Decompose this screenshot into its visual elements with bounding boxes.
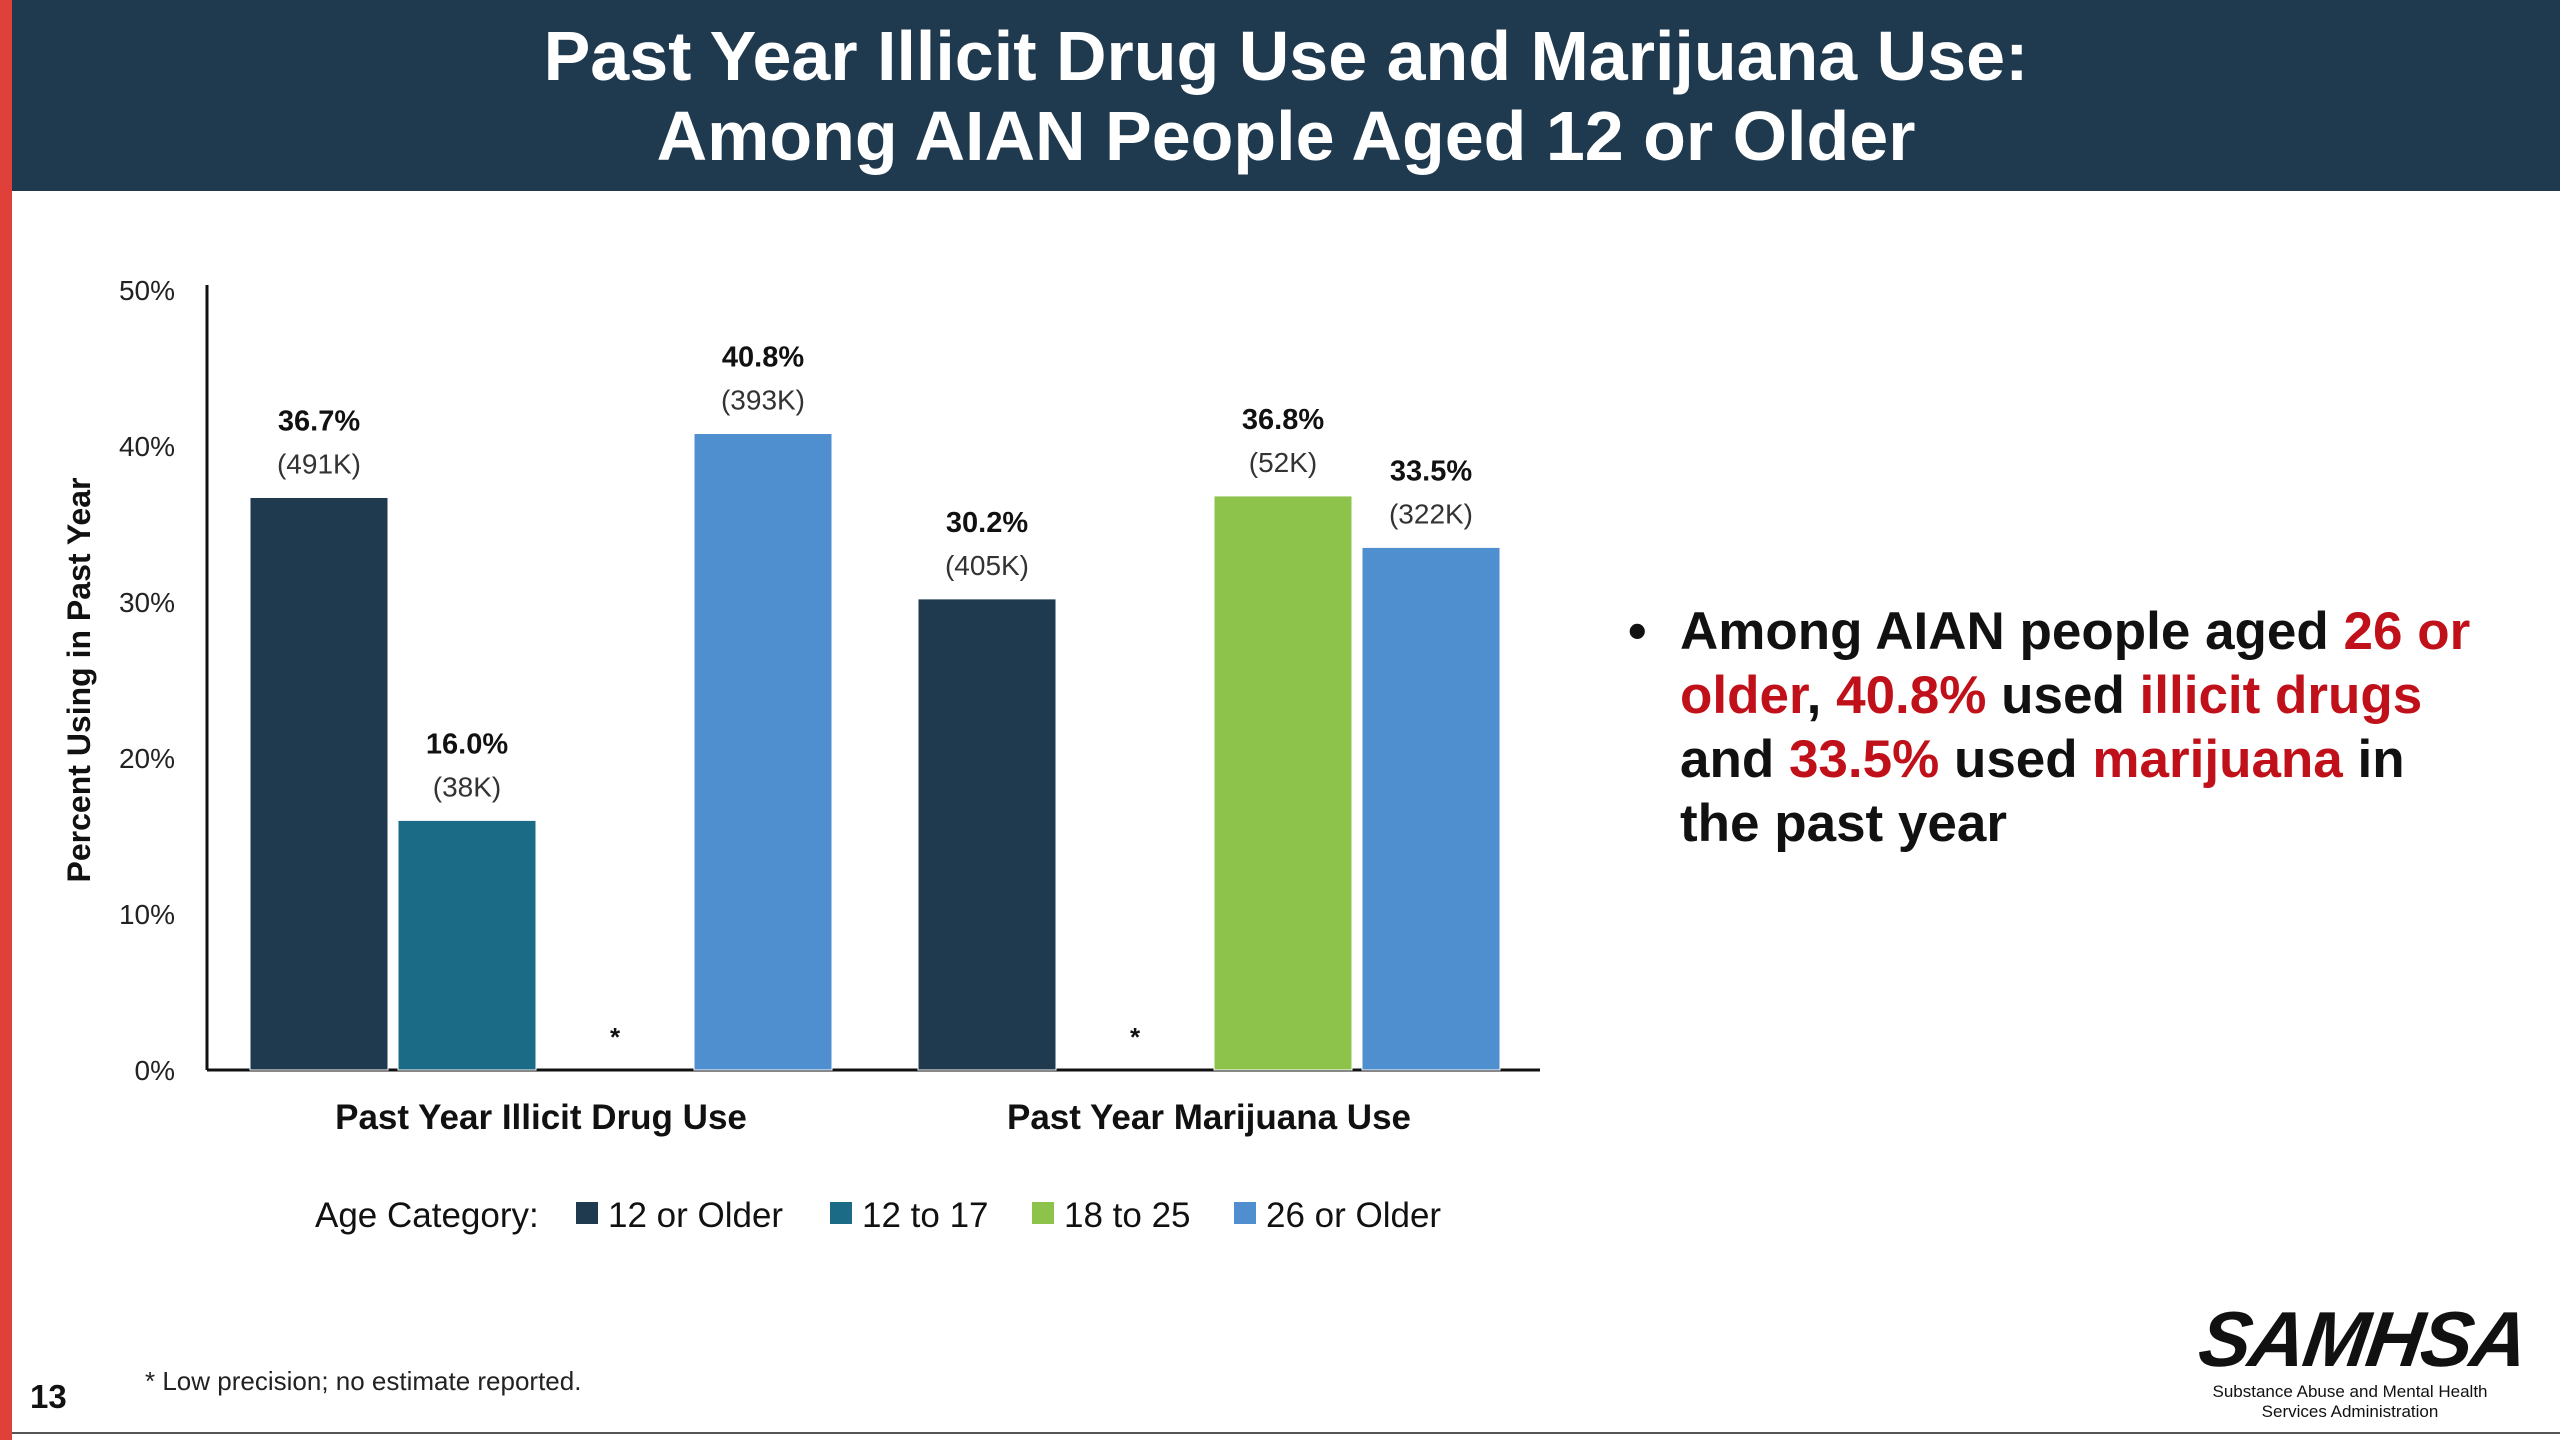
bullet-highlight: marijuana: [2092, 730, 2343, 789]
bar-count-label: (322K): [1389, 498, 1473, 529]
legend-swatch: [830, 1202, 852, 1224]
bullet-highlight: illicit drugs: [2139, 666, 2423, 725]
footnote: * Low precision; no estimate reported.: [145, 1366, 582, 1396]
y-tick-label: 50%: [119, 275, 175, 306]
y-axis-label: Percent Using in Past Year: [61, 478, 97, 883]
bar: [397, 819, 537, 1071]
logo-wordmark: SAMHSA: [2193, 1295, 2533, 1383]
accent-stripe: [0, 0, 12, 1440]
y-tick-label: 10%: [119, 899, 175, 930]
bullet-segment: and: [1680, 730, 1789, 789]
y-tick-label: 40%: [119, 431, 175, 462]
bar-count-label: (393K): [721, 385, 805, 416]
title-bar: Past Year Illicit Drug Use and Marijuana…: [12, 0, 2560, 191]
bullet-segment: used: [1939, 730, 2093, 789]
page-title-line-1: Past Year Illicit Drug Use and Marijuana…: [543, 16, 2029, 95]
y-tick-label: 0%: [135, 1055, 175, 1086]
y-tick-label: 30%: [119, 587, 175, 618]
samhsa-logo: SAMHSA Substance Abuse and Mental Health…: [2194, 1295, 2532, 1422]
bullet-segment: ,: [1806, 666, 1837, 725]
legend-swatch: [1032, 1202, 1054, 1224]
bullet-segment: used: [1986, 666, 2140, 725]
bar-count-label: (52K): [1249, 447, 1317, 478]
bar-value-label: 36.8%: [1242, 404, 1324, 436]
legend-item-label: 12 or Older: [608, 1196, 783, 1235]
bottom-divider: [12, 1432, 2560, 1434]
bar-value-label: 33.5%: [1390, 455, 1472, 487]
slide-number: 13: [30, 1378, 67, 1415]
logo-subtitle-line-2: Services Administration: [2261, 1402, 2439, 1421]
legend-title: Age Category:: [315, 1196, 539, 1235]
x-category-label: Past Year Marijuana Use: [1007, 1098, 1411, 1137]
legend-item-label: 12 to 17: [862, 1196, 989, 1235]
bullet-highlight: 40.8%: [1836, 666, 1987, 725]
legend-swatch: [1234, 1202, 1256, 1224]
bullet-text: Among AIAN people aged 26 or older, 40.8…: [1680, 602, 2470, 853]
missing-estimate-marker: *: [610, 1022, 621, 1052]
x-category-label: Past Year Illicit Drug Use: [335, 1098, 747, 1137]
key-finding-bullet: • Among AIAN people aged 26 or older, 40…: [1628, 600, 2480, 856]
logo-subtitle-line-1: Substance Abuse and Mental Health: [2212, 1382, 2488, 1401]
bullet-segment: Among AIAN people aged: [1680, 602, 2344, 661]
bar: [1213, 495, 1353, 1071]
bar: [1361, 546, 1501, 1071]
page-title-line-2: Among AIAN People Aged 12 or Older: [656, 96, 1916, 175]
legend-item-label: 26 or Older: [1266, 1196, 1441, 1235]
legend-swatch: [576, 1202, 598, 1224]
bar-value-label: 30.2%: [946, 507, 1028, 539]
bar: [693, 433, 833, 1071]
bar: [249, 496, 389, 1071]
bullet-segment: in the past year: [1680, 730, 2405, 853]
bar-value-label: 16.0%: [426, 728, 508, 760]
bullet-highlight: 26 or older: [1680, 602, 2471, 725]
y-tick-label: 20%: [119, 743, 175, 774]
bar-count-label: (491K): [277, 448, 361, 479]
legend-item-label: 18 to 25: [1064, 1196, 1191, 1235]
logo-subtitle: Substance Abuse and Mental Health Servic…: [2200, 1382, 2500, 1422]
bar-value-label: 36.7%: [278, 405, 360, 437]
bar-count-label: (405K): [945, 550, 1029, 581]
bar-count-label: (38K): [433, 771, 501, 802]
bar-chart: 0% 10% 20% 30% 40% 50% Percent Using in Past Y…: [61, 275, 1540, 1235]
bar: [917, 598, 1057, 1071]
bullet-highlight: 33.5%: [1788, 730, 1940, 789]
bullet-marker: •: [1628, 602, 1647, 661]
bar-value-label: 40.8%: [722, 342, 804, 374]
missing-estimate-marker: *: [1130, 1022, 1141, 1052]
